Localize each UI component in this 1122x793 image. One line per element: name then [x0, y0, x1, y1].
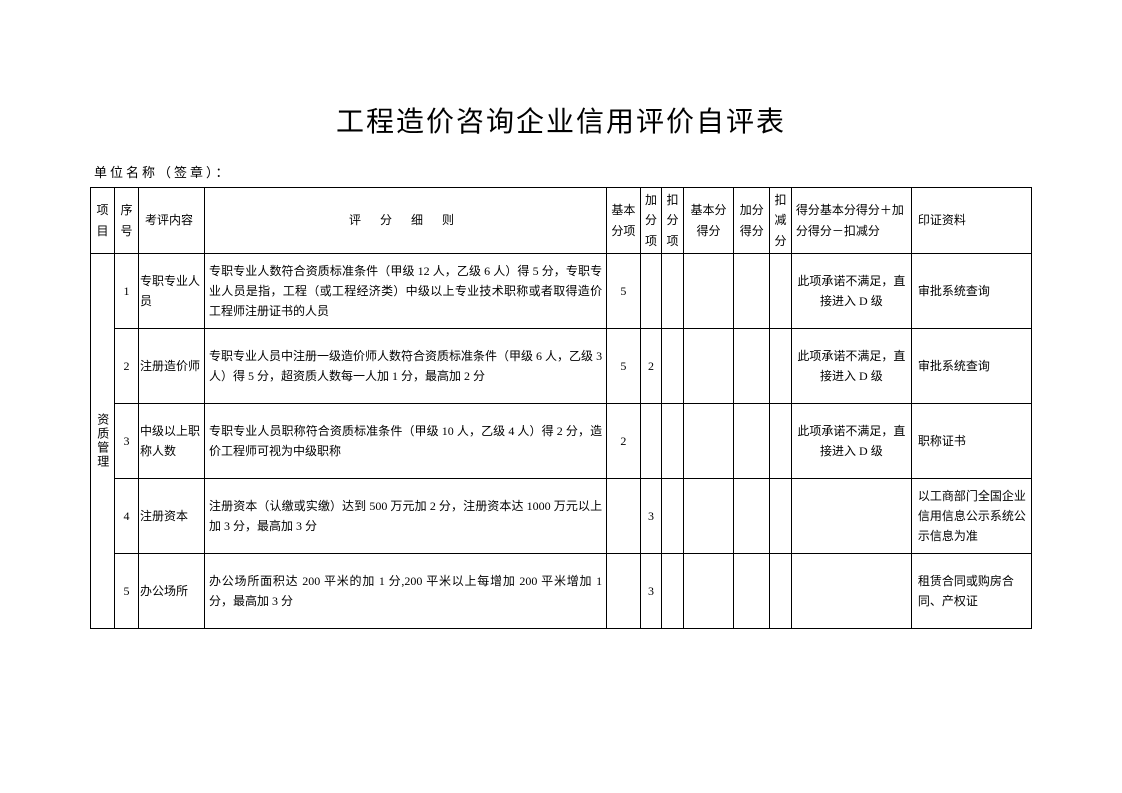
- data-row-seq: 1: [115, 254, 139, 329]
- header-sub-score: 扣减分: [770, 188, 792, 254]
- data-row-basic-got: [683, 254, 733, 329]
- data-row-detail: 办公场所面积达 200 平米的加 1 分,200 平米以上每增加 200 平米增…: [205, 554, 607, 629]
- header-item: 考评内容: [139, 188, 205, 254]
- data-row-sub-got: [770, 554, 792, 629]
- data-row-add-got: [734, 554, 770, 629]
- page-title: 工程造价咨询企业信用评价自评表: [90, 100, 1032, 140]
- data-row-total: 此项承诺不满足，直接进入 D 级: [791, 404, 911, 479]
- data-row-item: 办公场所: [139, 554, 205, 629]
- data-row-sub-got: [770, 329, 792, 404]
- header-total: 得分基本分得分＋加分得分－扣减分: [791, 188, 911, 254]
- data-row-sub-score: [662, 404, 684, 479]
- data-row-evidence: 审批系统查询: [911, 254, 1031, 329]
- data-row-add-got: [734, 254, 770, 329]
- data-row-detail: 专职专业人员职称符合资质标准条件（甲级 10 人，乙级 4 人）得 2 分，造价…: [205, 404, 607, 479]
- data-row-add-score: 3: [640, 479, 662, 554]
- data-row-add-got: [734, 479, 770, 554]
- header-project: 项目: [91, 188, 115, 254]
- data-row-sub-got: [770, 404, 792, 479]
- data-row-sub-score: [662, 329, 684, 404]
- data-row-seq: 4: [115, 479, 139, 554]
- data-row-evidence: 职称证书: [911, 404, 1031, 479]
- data-row-sub-got: [770, 479, 792, 554]
- data-row-item: 注册资本: [139, 479, 205, 554]
- evaluation-table: 项目 序号 考评内容 评 分 细 则 基本分项 加分项 扣分项 基本分得分 加分…: [90, 187, 1032, 629]
- data-row-sub-score: [662, 554, 684, 629]
- data-row-item: 专职专业人员: [139, 254, 205, 329]
- table-row: 4注册资本注册资本（认缴或实缴）达到 500 万元加 2 分，注册资本达 100…: [91, 479, 1032, 554]
- data-row-add-got: [734, 404, 770, 479]
- data-row-add-score: 3: [640, 554, 662, 629]
- data-row-basic-score: [607, 479, 641, 554]
- header-add: 加分项: [640, 188, 662, 254]
- data-row-total: 此项承诺不满足，直接进入 D 级: [791, 329, 911, 404]
- data-row-sub-got: [770, 254, 792, 329]
- header-detail: 评 分 细 则: [205, 188, 607, 254]
- data-row-basic-score: 5: [607, 329, 641, 404]
- data-row-basic-score: 2: [607, 404, 641, 479]
- header-add-score: 加分得分: [734, 188, 770, 254]
- header-sub: 扣分项: [662, 188, 684, 254]
- header-evidence: 印证资料: [911, 188, 1031, 254]
- table-header-row: 项目 序号 考评内容 评 分 细 则 基本分项 加分项 扣分项 基本分得分 加分…: [91, 188, 1032, 254]
- data-row-add-score: [640, 254, 662, 329]
- header-basic-score: 基本分得分: [683, 188, 733, 254]
- header-seq: 序号: [115, 188, 139, 254]
- group-label-cell: 资质管理: [91, 254, 115, 629]
- data-row-seq: 3: [115, 404, 139, 479]
- data-row-evidence: 以工商部门全国企业信用信息公示系统公示信息为准: [911, 479, 1031, 554]
- data-row-evidence: 租赁合同或购房合同、产权证: [911, 554, 1031, 629]
- data-row-detail: 专职专业人数符合资质标准条件（甲级 12 人，乙级 6 人）得 5 分，专职专业…: [205, 254, 607, 329]
- table-row: 2注册造价师专职专业人员中注册一级造价师人数符合资质标准条件（甲级 6 人，乙级…: [91, 329, 1032, 404]
- data-row-sub-score: [662, 479, 684, 554]
- data-row-item: 中级以上职称人数: [139, 404, 205, 479]
- data-row-detail: 注册资本（认缴或实缴）达到 500 万元加 2 分，注册资本达 1000 万元以…: [205, 479, 607, 554]
- table-row: 资质管理1专职专业人员专职专业人数符合资质标准条件（甲级 12 人，乙级 6 人…: [91, 254, 1032, 329]
- data-row-item: 注册造价师: [139, 329, 205, 404]
- data-row-seq: 2: [115, 329, 139, 404]
- data-row-basic-score: 5: [607, 254, 641, 329]
- data-row-seq: 5: [115, 554, 139, 629]
- table-row: 5办公场所办公场所面积达 200 平米的加 1 分,200 平米以上每增加 20…: [91, 554, 1032, 629]
- data-row-basic-score: [607, 554, 641, 629]
- group-label: 资质管理: [92, 413, 112, 469]
- unit-name-label: 单位名称（签章）：: [94, 162, 1032, 181]
- data-row-basic-got: [683, 329, 733, 404]
- table-body: 资质管理 1专职专业人员专职专业人数符合资质标准条件（甲级 12 人，乙级 6 人…: [91, 254, 1032, 629]
- data-row-evidence: 审批系统查询: [911, 329, 1031, 404]
- data-row-detail: 专职专业人员中注册一级造价师人数符合资质标准条件（甲级 6 人，乙级 3 人）得…: [205, 329, 607, 404]
- data-row-total: 此项承诺不满足，直接进入 D 级: [791, 254, 911, 329]
- data-row-total: [791, 479, 911, 554]
- data-row-sub-score: [662, 254, 684, 329]
- header-basic: 基本分项: [607, 188, 641, 254]
- data-row-basic-got: [683, 404, 733, 479]
- data-row-add-score: 2: [640, 329, 662, 404]
- data-row-basic-got: [683, 554, 733, 629]
- table-row: 3中级以上职称人数专职专业人员职称符合资质标准条件（甲级 10 人，乙级 4 人…: [91, 404, 1032, 479]
- data-row-add-got: [734, 329, 770, 404]
- data-row-basic-got: [683, 479, 733, 554]
- data-row-total: [791, 554, 911, 629]
- data-row-add-score: [640, 404, 662, 479]
